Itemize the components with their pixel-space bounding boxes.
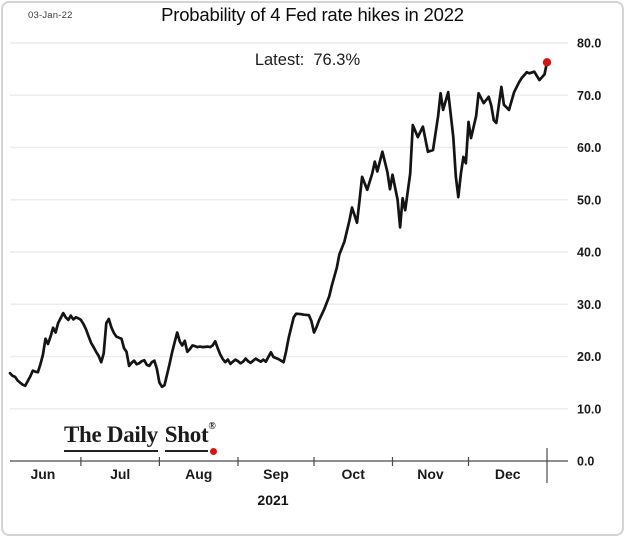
registered-trademark-symbol: ® — [208, 421, 216, 432]
x-axis-month-label: Aug — [185, 466, 212, 482]
latest-label: Latest: — [254, 51, 305, 69]
x-axis-month-label: Sep — [263, 466, 289, 482]
latest-value-annotation: Latest: 76.3% — [0, 51, 615, 70]
logo-text-part1: The Daily — [64, 422, 158, 452]
y-axis-tick-label: 10.0 — [577, 402, 601, 416]
y-axis-tick-label: 60.0 — [577, 141, 601, 155]
latest-value: 76.3% — [313, 51, 361, 69]
daily-shot-logo: The Daily Shot ® — [64, 421, 218, 455]
y-axis-tick-label: 80.0 — [577, 37, 601, 51]
x-axis-month-label: Jun — [30, 466, 55, 482]
logo-text-shot: Shot — [164, 422, 209, 447]
x-axis-month-label: Nov — [417, 466, 444, 482]
y-axis-tick-label: 70.0 — [577, 89, 601, 103]
chart-title: Probability of 4 Fed rate hikes in 2022 — [161, 4, 464, 25]
x-axis-year-label: 2021 — [257, 492, 289, 508]
x-axis-month-label: Jul — [110, 466, 130, 482]
y-axis-tick-label: 50.0 — [577, 193, 601, 207]
logo-text-part2: Shot — [164, 422, 218, 455]
report-date-label: 03-Jan-22 — [28, 10, 73, 21]
x-axis-month-label: Oct — [342, 466, 366, 482]
logo-red-dot-icon — [210, 447, 218, 455]
y-axis-tick-label: 0.0 — [577, 455, 594, 469]
probability-line-series — [8, 60, 549, 389]
y-axis-tick-label: 30.0 — [577, 298, 601, 312]
y-axis-tick-label: 40.0 — [577, 246, 601, 260]
y-axis-tick-label: 20.0 — [577, 350, 601, 364]
x-axis-month-label: Dec — [495, 466, 521, 482]
latest-point-marker — [542, 58, 552, 67]
